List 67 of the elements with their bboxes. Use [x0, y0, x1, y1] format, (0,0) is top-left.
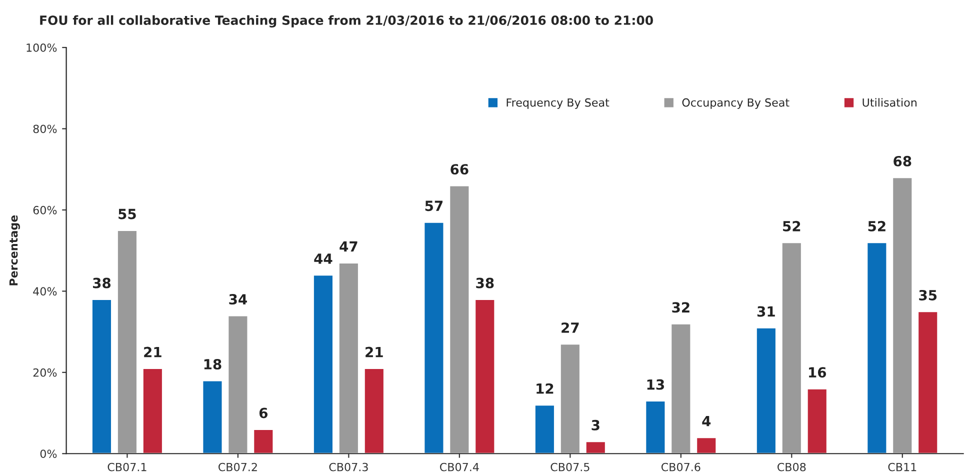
data-label: 21 [366, 346, 383, 358]
y-axis-title: Percentage [9, 215, 20, 286]
y-tick-label: 80% [33, 124, 57, 134]
x-tick-label: CB07.3 [329, 462, 368, 472]
bar [780, 242, 802, 454]
bar [866, 242, 888, 454]
bar [696, 436, 718, 454]
data-label: 55 [118, 208, 136, 220]
data-label: 21 [144, 346, 162, 358]
bar [756, 327, 777, 454]
bar [202, 380, 224, 454]
data-label: 18 [204, 358, 222, 370]
data-label: 32 [672, 302, 690, 313]
x-tick-label: CB07.5 [550, 462, 590, 472]
data-label: 57 [425, 200, 443, 212]
x-tick-label: CB08 [778, 462, 806, 472]
data-label: 47 [340, 241, 358, 252]
x-tick-label: CB07.1 [108, 462, 146, 472]
y-tick-label: 0% [40, 450, 57, 458]
data-label: 38 [476, 278, 494, 288]
data-label: 16 [809, 367, 826, 378]
data-label: 27 [562, 322, 579, 333]
data-label: 38 [93, 278, 111, 288]
y-tick-label: 60% [33, 206, 57, 214]
data-label: 44 [314, 254, 332, 264]
bar [338, 262, 360, 454]
bar [91, 298, 112, 454]
legend-label: Occupancy By Seat [682, 98, 790, 109]
data-label: 4 [702, 416, 711, 426]
data-label: 3 [592, 420, 600, 430]
bar [644, 400, 666, 454]
data-label: 6 [259, 408, 268, 418]
bar [806, 388, 828, 454]
x-tick-label: CB07.6 [661, 462, 700, 472]
bar [917, 310, 939, 454]
data-label: 68 [894, 156, 912, 166]
bar [670, 322, 692, 454]
data-label: 34 [229, 294, 247, 305]
bar [227, 314, 249, 454]
bar [448, 184, 470, 454]
legend-label: Frequency By Seat [506, 98, 610, 109]
bar [423, 221, 445, 454]
bar [116, 230, 138, 454]
bar [474, 298, 496, 454]
data-label: 66 [450, 164, 468, 175]
chart-title: FOU for all collaborative Teaching Space from 21/03/2016 to 21/06/2016 08:00 to 21:00 [40, 15, 653, 28]
bar [142, 368, 164, 454]
data-label: 13 [647, 379, 664, 390]
bar [584, 440, 606, 454]
data-label: 52 [783, 220, 800, 232]
bar [364, 368, 385, 454]
y-tick-label: 100% [26, 43, 57, 52]
data-label: 31 [757, 306, 775, 317]
y-tick-label: 20% [33, 368, 57, 377]
bar [252, 428, 274, 454]
bar [312, 274, 334, 454]
y-tick-label: 40% [33, 287, 57, 296]
data-label: 52 [868, 220, 886, 232]
x-tick-label: CB07.4 [440, 462, 479, 472]
x-tick-label: CB07.2 [218, 462, 257, 472]
bar [534, 404, 556, 454]
x-tick-label: CB11 [888, 462, 916, 472]
bar [560, 343, 581, 454]
data-label: 35 [919, 290, 937, 300]
legend-label: Utilisation [862, 98, 916, 107]
bar [892, 176, 914, 454]
data-label: 12 [536, 383, 554, 394]
